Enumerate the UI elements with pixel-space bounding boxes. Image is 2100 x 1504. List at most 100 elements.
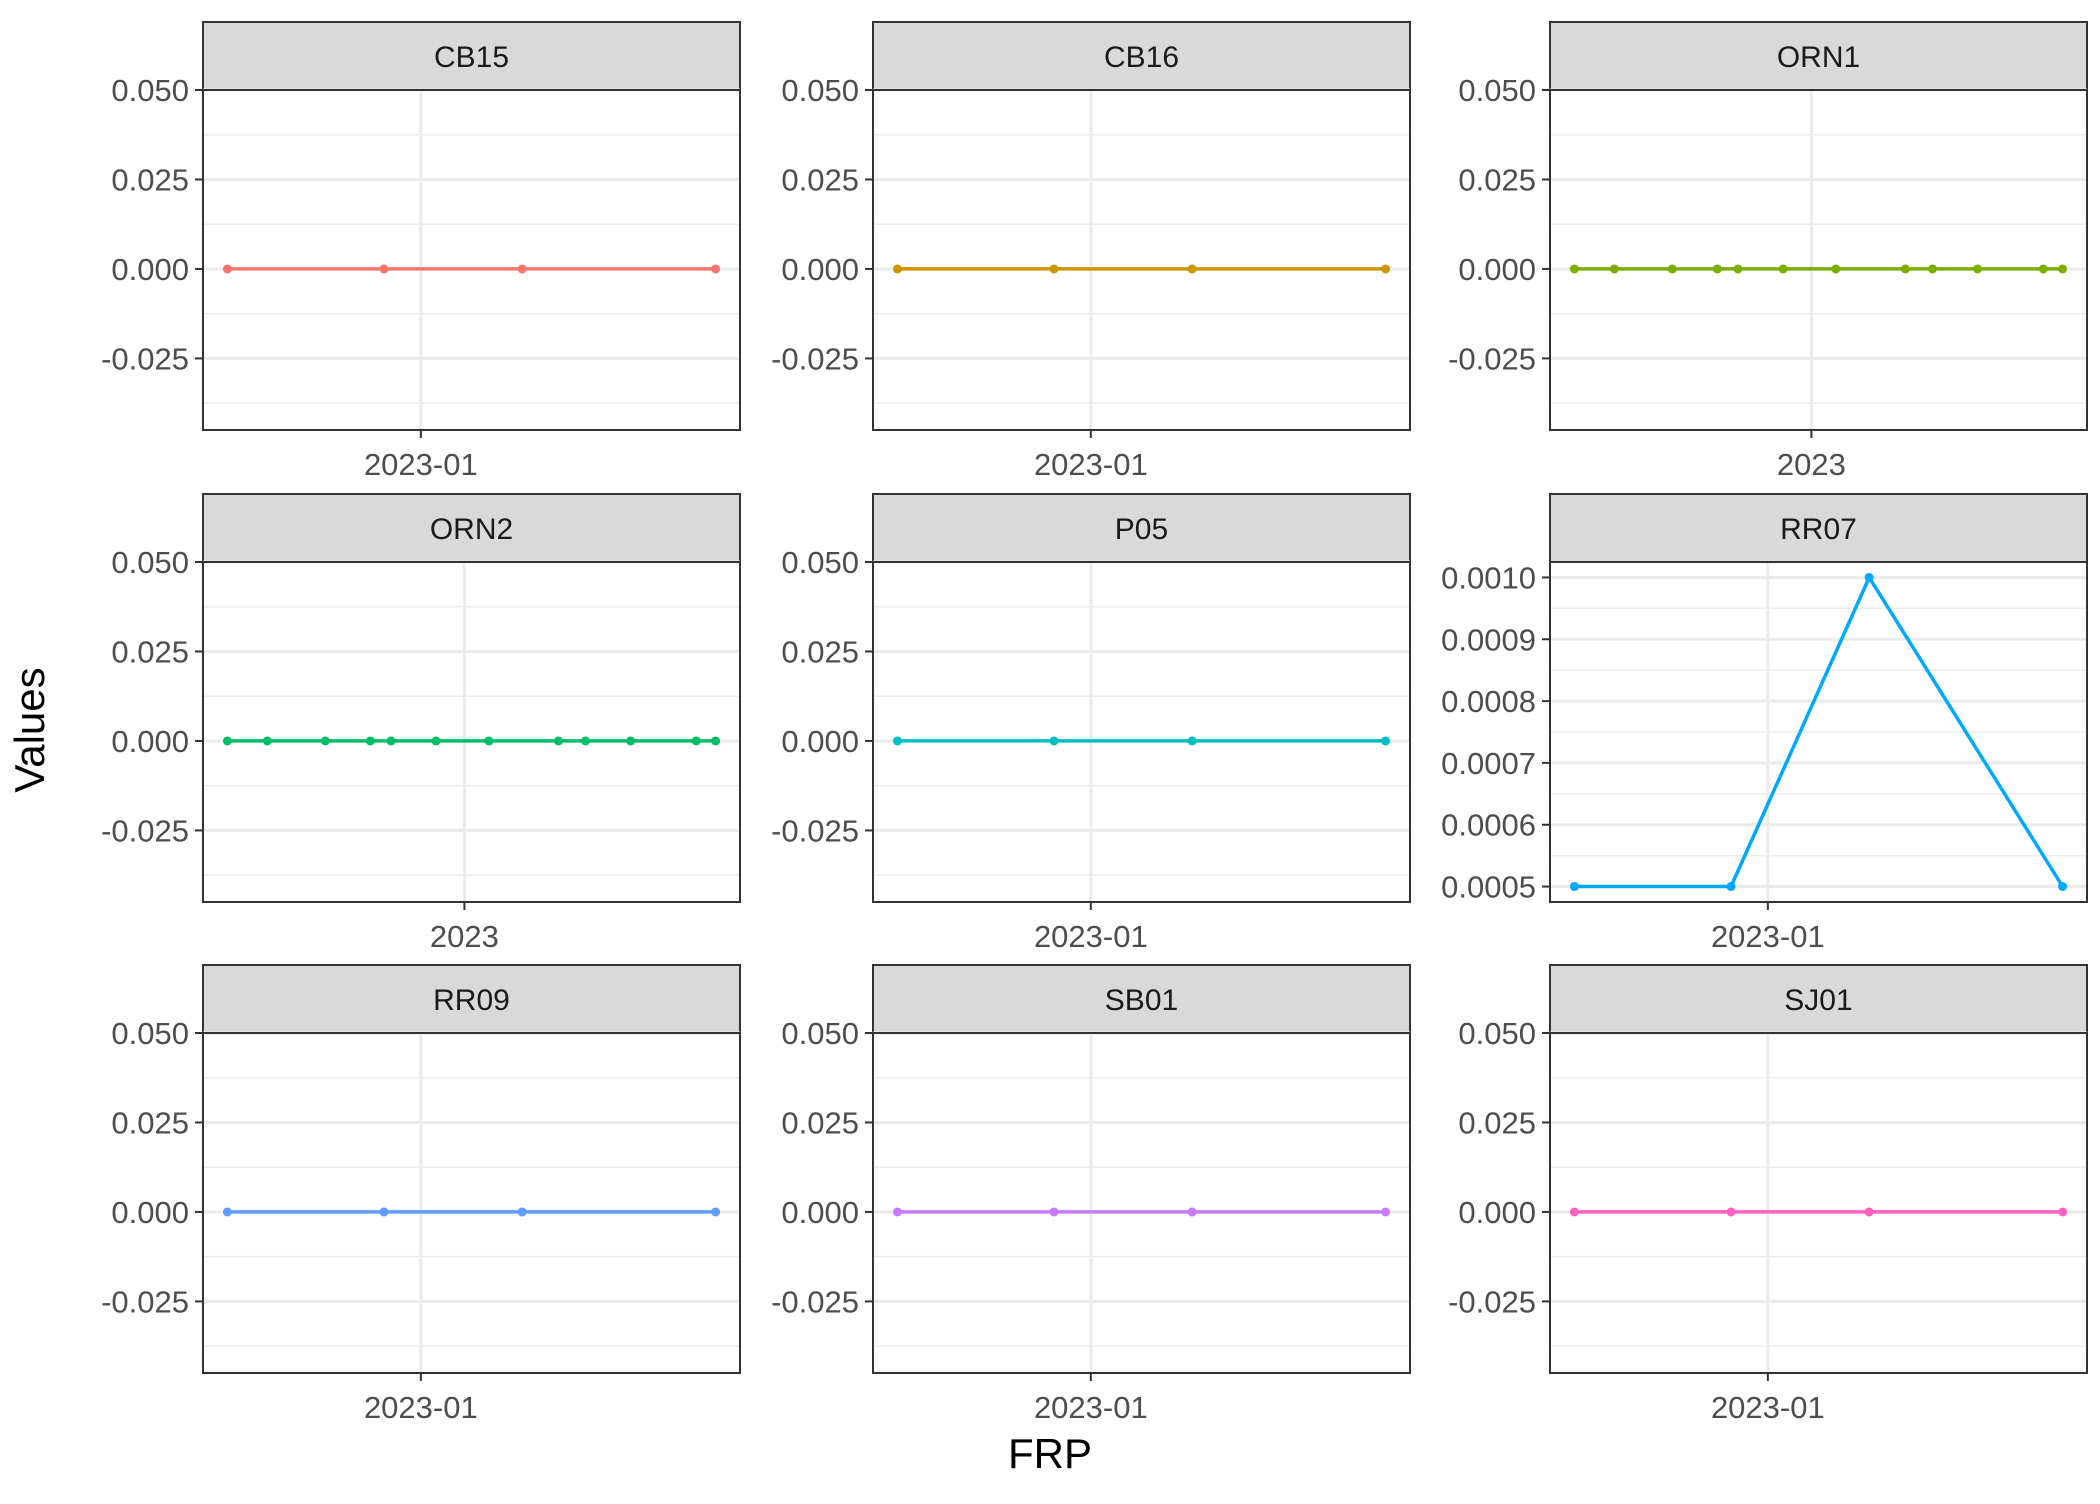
panel-background	[873, 562, 1410, 902]
x-tick-label: 2023	[1777, 447, 1846, 482]
panel-border	[872, 561, 1411, 903]
y-tick-label: -0.025	[1448, 341, 1536, 376]
y-tick-label: 0.000	[111, 252, 189, 287]
facet-orn2: ORN2 0.050 0.025 0.000 -0.025 2023	[101, 493, 741, 954]
panel-border	[1549, 561, 2088, 903]
data-point	[1569, 264, 1579, 274]
data-point	[1726, 882, 1736, 892]
data-point	[1973, 264, 1983, 274]
facet-strip-label: RR09	[433, 984, 510, 1017]
data-point	[892, 264, 902, 274]
y-tick-label: 0.025	[1458, 162, 1536, 197]
data-point	[484, 736, 494, 746]
y-axis-title: Values	[6, 667, 53, 793]
y-tick-label: 0.025	[781, 634, 859, 669]
data-point	[1381, 736, 1391, 746]
data-point	[365, 736, 375, 746]
data-point	[1187, 736, 1197, 746]
y-tick-label: 0.050	[781, 73, 859, 108]
data-point	[262, 736, 272, 746]
y-tick-label: 0.050	[781, 545, 859, 580]
facet-strip	[1549, 21, 2088, 91]
data-point	[517, 264, 527, 274]
panel-border	[872, 89, 1411, 431]
y-tick-label: 0.000	[111, 1195, 189, 1230]
y-tick-label: 0.0009	[1441, 622, 1536, 657]
y-tick-label: 0.050	[1458, 1016, 1536, 1051]
y-tick-label: 0.0008	[1441, 684, 1536, 719]
data-point	[553, 736, 563, 746]
y-tick-label: 0.0007	[1441, 746, 1536, 781]
y-tick-label: -0.025	[101, 813, 189, 848]
data-point	[691, 736, 701, 746]
panel-background	[203, 90, 740, 430]
data-point	[2058, 1207, 2068, 1217]
data-point	[1609, 264, 1619, 274]
panel-background	[203, 562, 740, 902]
data-point	[1831, 264, 1841, 274]
facet-cb15: CB15 0.050 0.025 0.000 -0.025 2023-01	[101, 21, 741, 482]
facet-strip-label: CB15	[434, 41, 509, 74]
panel-border	[872, 1032, 1411, 1374]
facet-strip	[202, 21, 741, 91]
y-tick-label: 0.0006	[1441, 808, 1536, 843]
facet-rr09: RR09 0.050 0.025 0.000 -0.025 2023-01	[101, 964, 741, 1425]
facet-strip-label: P05	[1115, 513, 1168, 546]
facet-strip	[872, 493, 1411, 563]
panel-background	[203, 1033, 740, 1373]
data-point	[580, 736, 590, 746]
x-tick-label: 2023-01	[1034, 447, 1148, 482]
facet-strip-label: CB16	[1104, 41, 1179, 74]
y-tick-label: 0.0010	[1441, 560, 1536, 595]
y-tick-label: 0.000	[111, 724, 189, 759]
y-tick-label: 0.025	[111, 634, 189, 669]
data-point	[1864, 1207, 1874, 1217]
y-tick-label: 0.050	[781, 1016, 859, 1051]
y-tick-label: 0.025	[111, 1105, 189, 1140]
facet-strip	[202, 493, 741, 563]
panel-background	[873, 90, 1410, 430]
data-point	[711, 264, 721, 274]
panel-border	[202, 89, 741, 431]
data-point	[1900, 264, 1910, 274]
y-tick-label: 0.050	[111, 73, 189, 108]
y-tick-label: 0.050	[111, 545, 189, 580]
facet-cb16: CB16 0.050 0.025 0.000 -0.025 2023-01	[771, 21, 1411, 482]
x-tick-label: 2023-01	[1711, 919, 1825, 954]
data-point	[1187, 264, 1197, 274]
facet-strip-label: ORN2	[430, 513, 513, 546]
data-point	[1864, 572, 1874, 582]
y-tick-label: -0.025	[771, 1284, 859, 1319]
data-point	[222, 264, 232, 274]
data-point	[892, 1207, 902, 1217]
facet-strip	[872, 964, 1411, 1034]
x-tick-label: 2023-01	[364, 1390, 478, 1425]
data-point	[1381, 264, 1391, 274]
data-point	[320, 736, 330, 746]
x-tick-label: 2023-01	[364, 447, 478, 482]
y-tick-label: 0.050	[111, 1016, 189, 1051]
panel-background	[1550, 90, 2087, 430]
y-tick-label: -0.025	[771, 341, 859, 376]
y-tick-label: 0.025	[111, 162, 189, 197]
y-tick-label: -0.025	[101, 1284, 189, 1319]
y-tick-label: 0.000	[1458, 252, 1536, 287]
facet-sb01: SB01 0.050 0.025 0.000 -0.025 2023-01	[771, 964, 1411, 1425]
data-point	[711, 736, 721, 746]
data-point	[1049, 1207, 1059, 1217]
data-point	[517, 1207, 527, 1217]
data-point	[222, 1207, 232, 1217]
x-tick-label: 2023-01	[1034, 1390, 1148, 1425]
panel-border	[1549, 1032, 2088, 1374]
panel-border	[202, 561, 741, 903]
facet-rr07: RR07 0.0010 0.0009 0.0008 0.0007 0.0006 0.0005…	[1441, 493, 2088, 954]
data-point	[1381, 1207, 1391, 1217]
data-point	[626, 736, 636, 746]
panel-border	[202, 1032, 741, 1374]
facet-p05: P05 0.050 0.025 0.000 -0.025 2023-01	[771, 493, 1411, 954]
data-point	[1927, 264, 1937, 274]
y-tick-label: 0.0005	[1441, 870, 1536, 905]
facet-sj01: SJ01 0.050 0.025 0.000 -0.025 2023-01	[1448, 964, 2088, 1425]
x-axis-title: FRP	[1008, 1430, 1092, 1477]
